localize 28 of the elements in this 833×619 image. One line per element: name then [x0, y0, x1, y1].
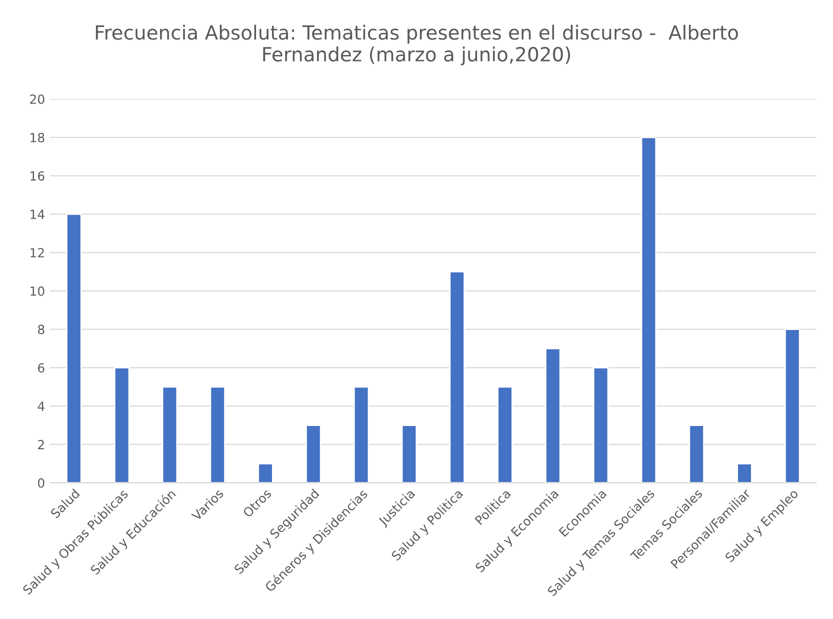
bar	[784, 328, 800, 483]
bar	[401, 424, 418, 483]
bar	[66, 213, 82, 483]
bar	[688, 424, 704, 483]
chart-title: Frecuencia Absoluta: Tematicas presentes en el discurso - Alberto Fernandez (marzo a junio,2020)	[96, 24, 738, 66]
y-tick-label: 16	[30, 171, 44, 181]
y-tick-label: 12	[30, 248, 44, 258]
bar	[736, 462, 752, 483]
bar	[640, 136, 657, 483]
y-tick-label: 8	[38, 324, 44, 334]
bar	[545, 348, 561, 483]
bar	[258, 462, 274, 483]
y-tick-label: 10	[30, 286, 44, 296]
y-tick-label: 0	[38, 478, 44, 488]
bar	[162, 386, 178, 483]
y-tick-label: 14	[30, 210, 44, 219]
bar	[497, 386, 513, 483]
bar	[449, 271, 465, 483]
y-tick-label: 18	[30, 132, 44, 142]
bar	[114, 366, 130, 483]
y-tick-label: 4	[38, 402, 44, 411]
bar	[210, 386, 226, 483]
bar	[353, 386, 370, 483]
bar	[592, 366, 609, 483]
y-tick-label: 20	[30, 94, 44, 104]
y-tick-label: 2	[38, 440, 44, 450]
y-tick-label: 6	[38, 363, 44, 373]
bar	[306, 424, 322, 483]
